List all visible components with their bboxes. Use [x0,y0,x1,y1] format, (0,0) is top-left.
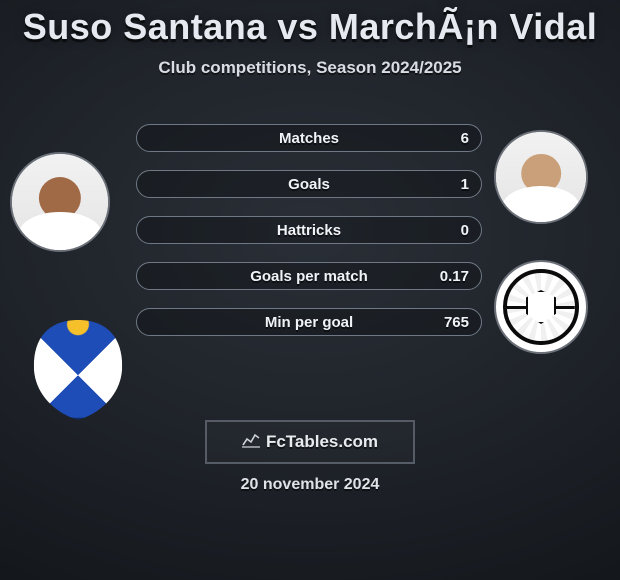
comparison-card: Suso Santana vs MarchÃ¡n Vidal Club comp… [0,0,620,580]
page-title: Suso Santana vs MarchÃ¡n Vidal [0,0,620,48]
date-text: 20 november 2024 [0,476,620,494]
player-left-face [12,154,108,250]
stat-label: Min per goal [137,314,481,331]
tenerife-crest-icon [30,314,126,420]
player-left-avatar [10,152,110,252]
stats-list: Matches 6 Goals 1 Hattricks 0 Goals per … [136,124,482,336]
stat-row: Hattricks 0 [136,216,482,244]
chart-icon [242,432,260,453]
player-right-avatar [494,130,588,224]
stat-label: Matches [137,130,481,147]
stat-right-value: 0.17 [440,268,469,285]
player-right-face [496,132,586,222]
brand-text: FcTables.com [266,432,378,452]
stat-row: Min per goal 765 [136,308,482,336]
albacete-crest-icon [503,269,579,345]
stat-right-value: 765 [444,314,469,331]
stat-row: Goals per match 0.17 [136,262,482,290]
stat-label: Hattricks [137,222,481,239]
stat-right-value: 1 [461,176,469,193]
stat-label: Goals per match [137,268,481,285]
stat-right-value: 0 [461,222,469,239]
club-left-crest [28,312,128,422]
brand-box[interactable]: FcTables.com [205,420,415,464]
stat-label: Goals [137,176,481,193]
stat-row: Matches 6 [136,124,482,152]
subtitle: Club competitions, Season 2024/2025 [0,58,620,78]
stat-row: Goals 1 [136,170,482,198]
club-right-crest [494,260,588,354]
stat-right-value: 6 [461,130,469,147]
